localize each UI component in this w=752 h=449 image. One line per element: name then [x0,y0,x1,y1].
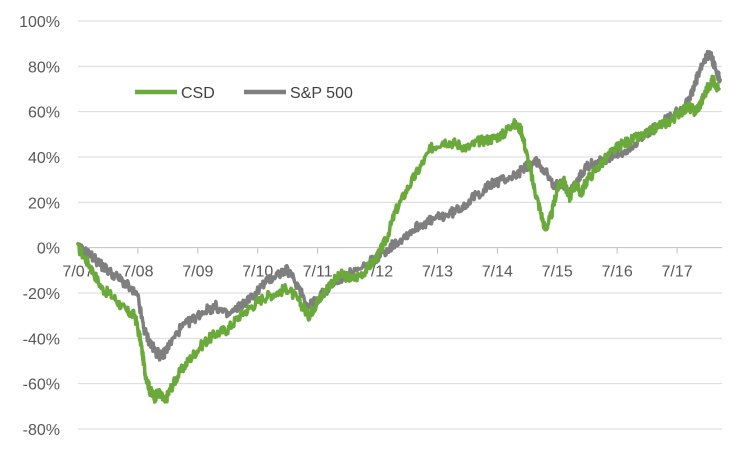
series-lines [76,49,722,404]
legend-item-csd: CSD [135,85,215,102]
y-tick-label: 0% [37,241,60,258]
x-tick-label: 7/13 [422,264,453,281]
series-line-sp500 [76,49,722,362]
y-tick-label: -40% [23,331,60,348]
grid [78,20,722,430]
y-tick-label: -20% [23,286,60,303]
y-tick-label: 60% [28,105,60,122]
legend: CSD S&P 500 [135,85,353,102]
y-tick-label: 40% [28,150,60,167]
x-axis-tick-labels: 7/07 7/08 7/09 7/10 7/11 7/12 7/13 7/14 7/15 7/16… [62,247,693,281]
y-axis-tick-labels: 100% 80% 60% 40% 20% 0% -20% -40% -60% -80% [19,14,60,439]
x-tick-label: 7/14 [482,264,513,281]
legend-label: CSD [181,85,215,102]
y-tick-label: -60% [23,377,60,394]
x-tick-label: 7/09 [182,264,213,281]
legend-label: S&P 500 [290,85,353,102]
x-tick-label: 7/16 [602,264,633,281]
x-tick-label: 7/17 [661,264,692,281]
y-tick-label: -80% [23,422,60,439]
series-line-csd [76,74,721,404]
x-tick-label: 7/11 [303,264,333,281]
x-tick-label: 7/07 [62,264,93,281]
y-tick-label: 80% [28,59,60,76]
x-tick-label: 7/08 [122,264,153,281]
y-tick-label: 20% [28,195,60,212]
y-tick-label: 100% [19,14,60,31]
x-tick-label: 7/15 [542,264,573,281]
legend-item-sp500: S&P 500 [244,85,353,102]
